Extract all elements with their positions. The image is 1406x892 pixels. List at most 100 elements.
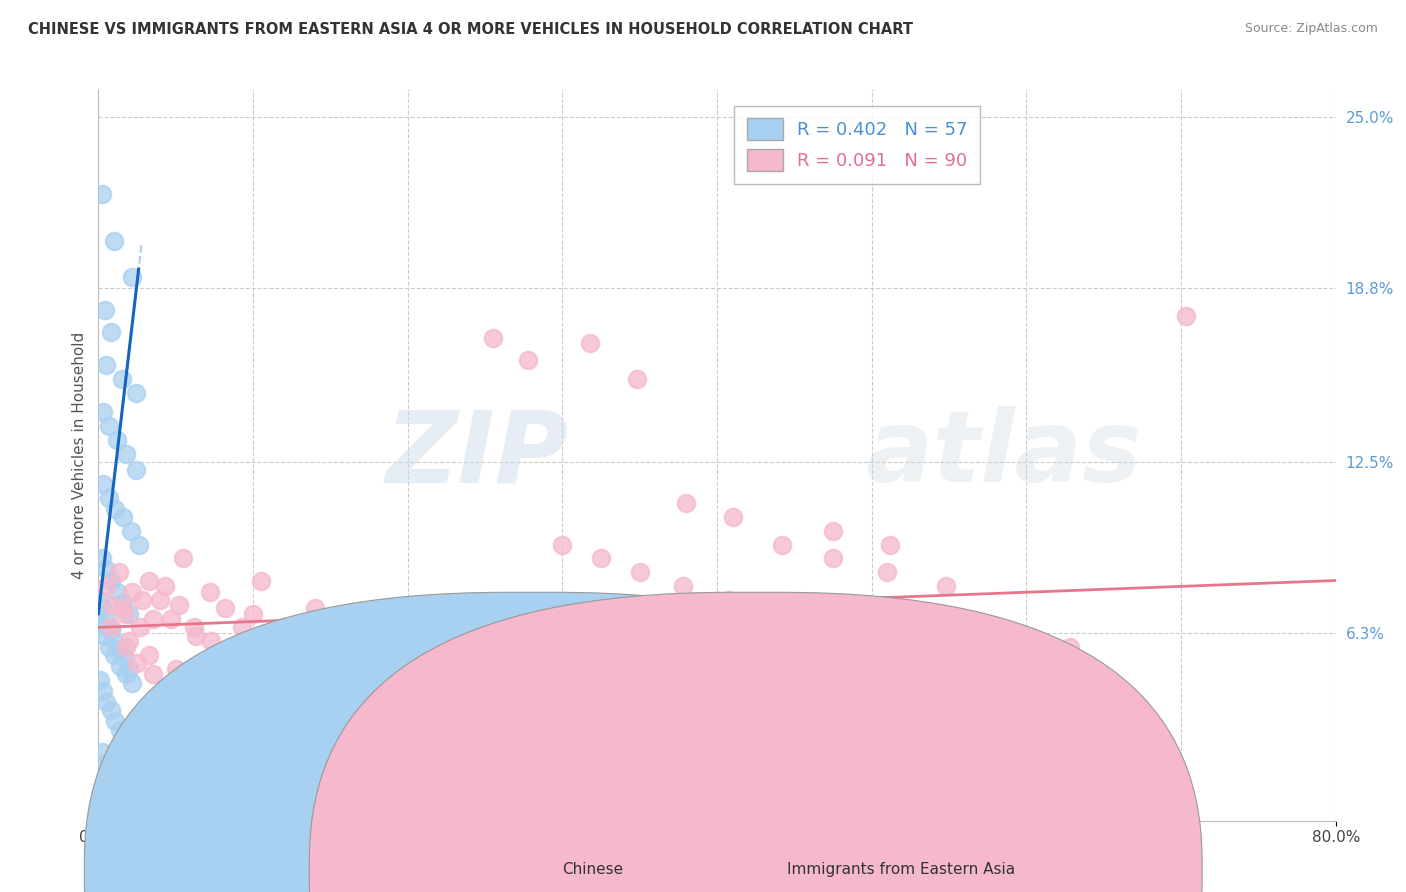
Point [242, 607, 264, 621]
Point [718, 592, 741, 607]
Point [626, 372, 648, 386]
Point [672, 579, 695, 593]
Point [121, 269, 143, 284]
Point [219, 648, 242, 662]
Point [120, 524, 142, 538]
Point [100, 703, 122, 717]
Point [536, 648, 558, 662]
Point [96, 358, 118, 372]
Point [579, 336, 602, 351]
Point [591, 551, 613, 566]
Point [114, 607, 136, 621]
Point [90, 745, 112, 759]
Point [1174, 309, 1197, 323]
Point [879, 538, 901, 552]
Point [335, 703, 357, 717]
Point [814, 797, 837, 811]
Point [269, 667, 291, 681]
Point [770, 538, 793, 552]
Point [101, 599, 124, 613]
Point [467, 723, 489, 737]
Point [128, 538, 150, 552]
Point [93, 303, 115, 318]
Y-axis label: 4 or more Vehicles in Household: 4 or more Vehicles in Household [72, 331, 87, 579]
Point [114, 650, 136, 665]
Legend: R = 0.402   N = 57, R = 0.091   N = 90: R = 0.402 N = 57, R = 0.091 N = 90 [734, 105, 980, 184]
Point [115, 640, 138, 654]
Point [250, 574, 273, 588]
Point [108, 723, 131, 737]
Point [366, 620, 388, 634]
Point [105, 584, 128, 599]
Point [100, 325, 122, 339]
Point [129, 620, 152, 634]
Point [695, 786, 717, 800]
Point [195, 675, 218, 690]
Point [675, 496, 697, 510]
Point [214, 601, 236, 615]
Point [721, 750, 744, 764]
Point [173, 551, 195, 566]
Point [183, 620, 205, 634]
Point [461, 662, 484, 676]
Point [131, 592, 153, 607]
Point [427, 634, 450, 648]
Point [91, 601, 114, 615]
Point [231, 620, 253, 634]
Point [481, 330, 505, 344]
Point [304, 601, 326, 615]
Point [103, 772, 125, 787]
Point [281, 695, 304, 709]
Point [821, 551, 844, 566]
Point [297, 634, 319, 648]
Point [142, 612, 165, 626]
Point [108, 642, 131, 657]
Point [112, 510, 135, 524]
Point [91, 684, 114, 698]
Point [90, 187, 112, 202]
Point [96, 695, 118, 709]
Point [498, 640, 520, 654]
Point [821, 524, 844, 538]
Point [100, 574, 122, 588]
Point [93, 756, 115, 770]
Point [93, 629, 115, 643]
Point [543, 731, 565, 745]
Point [121, 584, 143, 599]
Point [96, 786, 118, 800]
Point [103, 648, 125, 662]
Point [104, 714, 127, 729]
Point [412, 731, 434, 745]
Point [363, 675, 385, 690]
Point [938, 766, 960, 780]
Point [91, 476, 114, 491]
Point [98, 491, 121, 505]
Point [96, 612, 118, 626]
Point [98, 419, 121, 434]
Point [96, 562, 118, 576]
Point [127, 657, 149, 671]
Point [121, 675, 143, 690]
Point [118, 662, 141, 676]
Point [517, 352, 540, 367]
Point [586, 794, 609, 808]
Point [346, 723, 368, 737]
Point [100, 791, 122, 805]
Point [90, 780, 112, 795]
Point [91, 797, 114, 811]
Point [827, 758, 849, 772]
Point [183, 690, 205, 704]
Point [450, 684, 472, 698]
Text: Immigrants from Eastern Asia: Immigrants from Eastern Asia [787, 863, 1015, 877]
Point [502, 667, 524, 681]
Point [103, 234, 125, 248]
Point [104, 634, 127, 648]
Point [721, 510, 744, 524]
Point [98, 764, 121, 778]
Point [118, 634, 141, 648]
Point [115, 446, 138, 460]
Point [149, 592, 172, 607]
Point [165, 662, 187, 676]
Point [768, 607, 790, 621]
Point [396, 712, 419, 726]
